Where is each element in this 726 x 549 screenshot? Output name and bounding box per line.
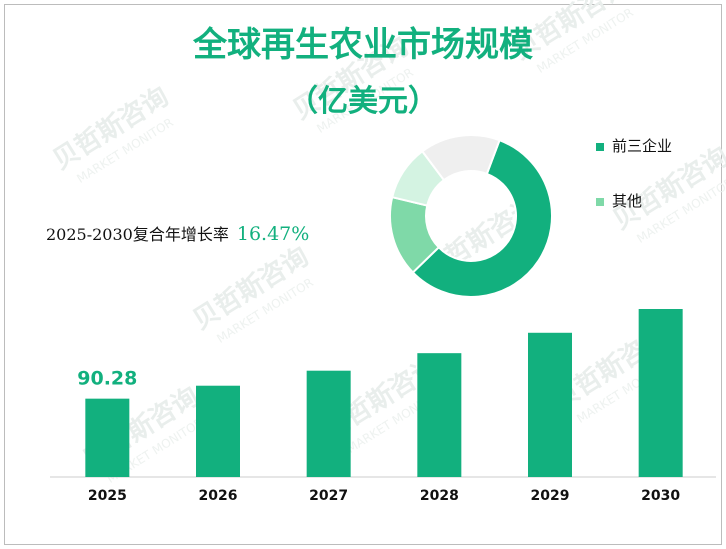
- bar-2028: [417, 353, 462, 477]
- x-tick-label: 2029: [531, 488, 570, 504]
- x-tick-label: 2025: [88, 488, 127, 504]
- chart-unit: （亿美元）: [288, 84, 438, 119]
- x-tick-label: 2027: [309, 488, 348, 504]
- legend-swatch: [596, 197, 604, 206]
- legend-item-others: 其他: [596, 190, 642, 211]
- data-label: 90.28: [77, 368, 137, 390]
- cagr-value: 16.47%: [236, 223, 310, 245]
- bar-2029: [528, 332, 572, 477]
- bar-2027: [306, 370, 351, 477]
- donut-slice-0: [411, 138, 553, 298]
- cagr-annotation: 2025-2030复合年增长率 16.47%: [46, 221, 309, 245]
- donut-slice-3: [420, 134, 501, 182]
- cagr-label: 2025-2030复合年增长率: [46, 225, 229, 244]
- x-tick-label: 2026: [199, 488, 238, 504]
- legend-item-top3: 前三企业: [596, 135, 672, 156]
- bar-2025: [85, 398, 130, 477]
- bar-2030: [638, 309, 683, 477]
- x-tick-label: 2028: [420, 488, 459, 504]
- legend-swatch: [596, 142, 604, 151]
- x-tick-label: 2030: [641, 488, 680, 504]
- legend-label: 其他: [612, 192, 643, 210]
- bar-2026: [196, 385, 240, 477]
- chart-title: 全球再生农业市场规模: [193, 25, 533, 65]
- legend-label: 前三企业: [612, 137, 673, 155]
